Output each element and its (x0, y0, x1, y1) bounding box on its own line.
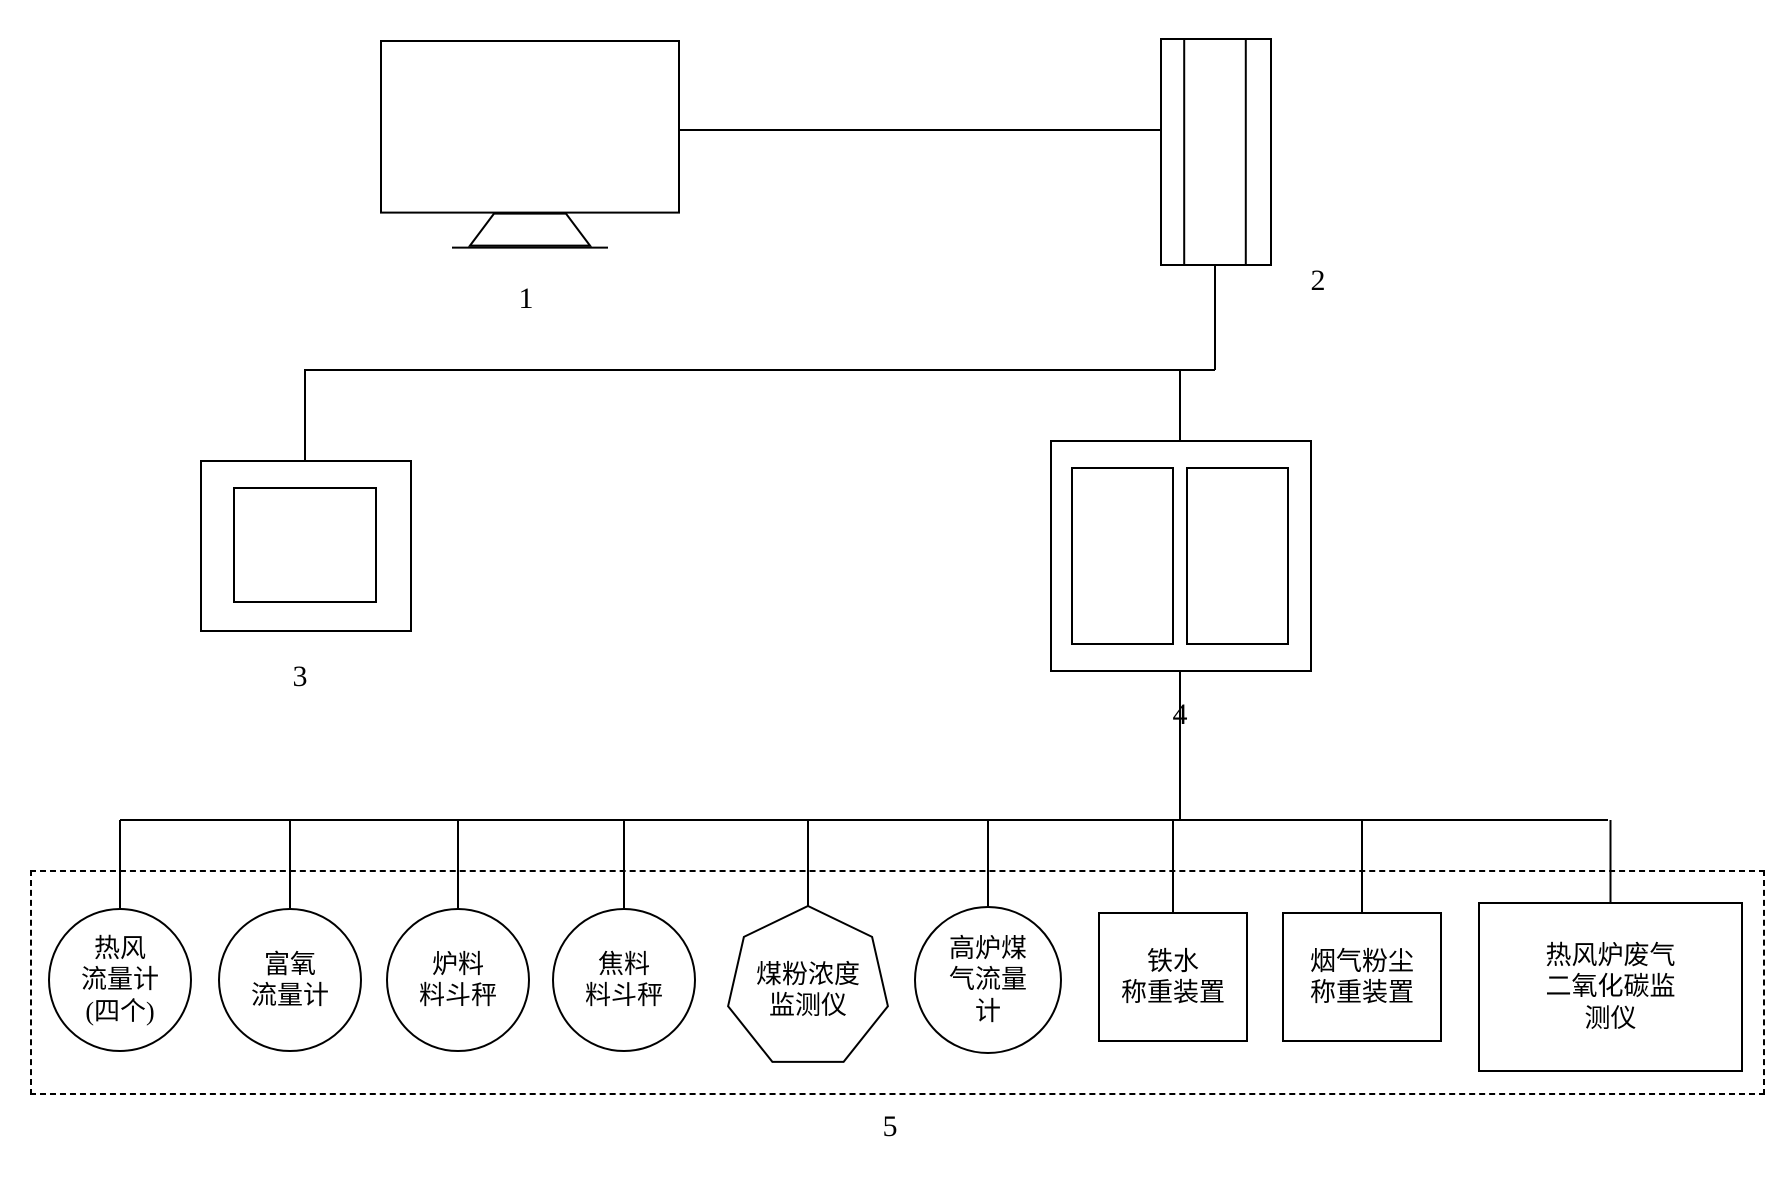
device-d2: 富氧 流量计 (218, 908, 362, 1052)
plc-icon (1050, 440, 1314, 674)
server-icon (1160, 38, 1274, 268)
device-d8: 烟气粉尘 称重装置 (1282, 912, 1442, 1042)
label-3: 3 (280, 660, 320, 694)
label-1: 1 (506, 282, 546, 316)
device-d1: 热风 流量计 (四个) (48, 908, 192, 1052)
hmi-icon (200, 460, 414, 634)
device-d9: 热风炉废气 二氧化碳监 测仪 (1478, 902, 1743, 1072)
device-d7: 铁水 称重装置 (1098, 912, 1248, 1042)
monitor-icon (380, 40, 680, 300)
label-2: 2 (1298, 264, 1338, 298)
label-5: 5 (870, 1110, 910, 1144)
device-d3: 炉料 料斗秤 (386, 908, 530, 1052)
label-4: 4 (1160, 698, 1200, 732)
device-d6: 高炉煤 气流量 计 (914, 906, 1062, 1054)
device-d4: 焦料 料斗秤 (552, 908, 696, 1052)
device-d5: 煤粉浓度 监测仪 (726, 937, 890, 1044)
diagram-canvas: 1 2 3 4 5 热风 流量计 (四个)富氧 流量计炉料 料斗秤焦料 料斗秤煤… (0, 0, 1792, 1188)
